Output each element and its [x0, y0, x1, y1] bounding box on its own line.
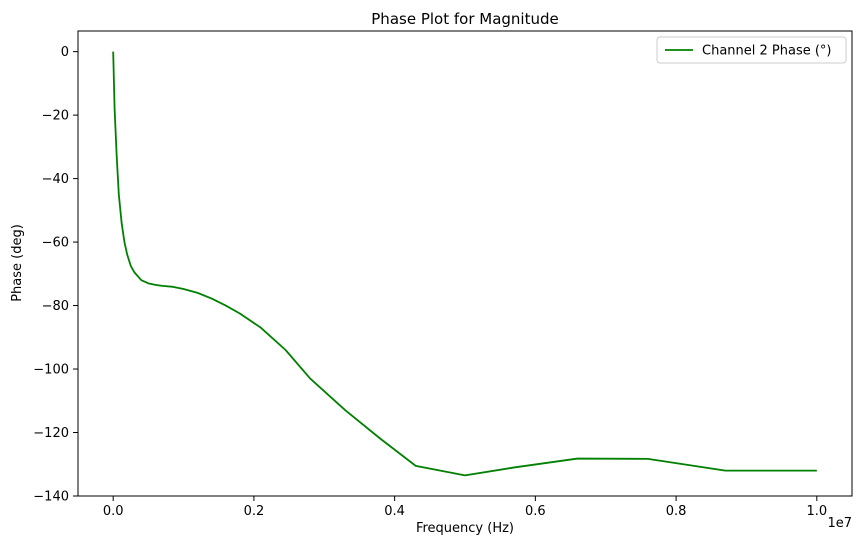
x-axis-label: Frequency (Hz): [416, 521, 514, 536]
x-axis-ticks: 0.0 0.2 0.4 0.6 0.8 1.0: [103, 496, 827, 519]
y-tick-label: −40: [42, 172, 69, 187]
y-axis-ticks: 0 −20 −40 −60 −80 −100 −120 −140: [33, 45, 78, 505]
legend-box: [656, 36, 847, 64]
x-tick-label: 1.0: [806, 504, 827, 519]
legend-label: Channel 2 Phase (°): [702, 44, 832, 59]
y-tick-label: −120: [33, 426, 69, 441]
y-tick-label: −80: [42, 299, 69, 314]
y-axis-label: Phase (deg): [10, 224, 25, 302]
y-tick-label: 0: [61, 45, 69, 60]
chart-title: Phase Plot for Magnitude: [371, 10, 558, 28]
series-line-channel-2-phase: [112, 51, 817, 477]
x-tick-label: 0.0: [103, 504, 124, 519]
x-axis-offset-label: 1e7: [827, 516, 852, 531]
x-tick-label: 0.2: [244, 504, 265, 519]
x-tick-label: 0.6: [525, 504, 546, 519]
y-tick-label: −140: [33, 490, 69, 505]
legend: Channel 2 Phase (°): [656, 36, 847, 64]
y-tick-label: −100: [33, 363, 69, 378]
y-tick-label: −60: [42, 236, 69, 251]
axes-frame: [77, 30, 853, 497]
x-tick-label: 0.8: [666, 504, 687, 519]
x-tick-label: 0.4: [384, 504, 405, 519]
y-tick-label: −20: [42, 109, 69, 124]
